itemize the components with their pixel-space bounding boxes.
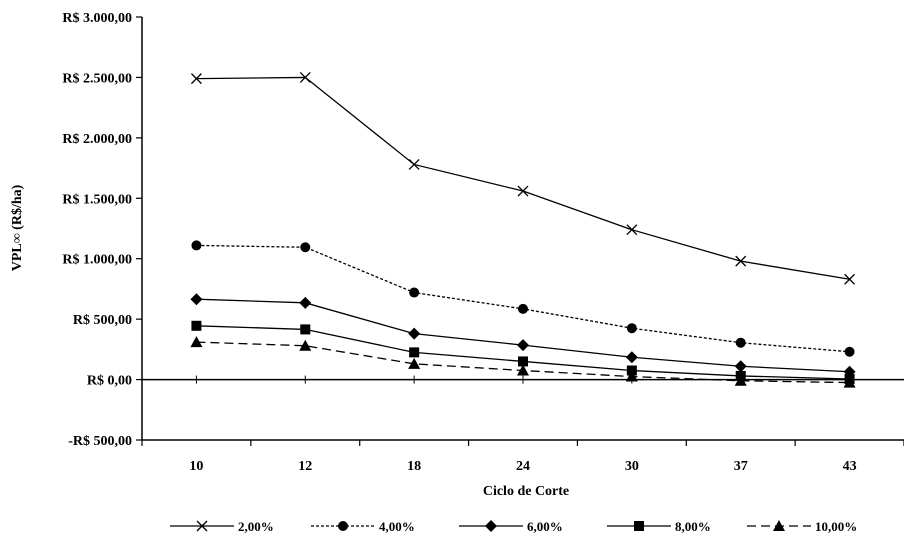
data-point — [408, 357, 421, 369]
data-point — [734, 360, 747, 373]
data-point — [409, 347, 420, 358]
data-point — [735, 337, 746, 348]
y-axis: -R$ 500,00 R$ 0,00 R$ 500,00 R$ 1.000,00 R$ … — [62, 11, 143, 449]
y-tick-label: R$ 500,00 — [73, 313, 132, 328]
y-tick-label: -R$ 500,00 — [68, 434, 132, 449]
data-point — [299, 71, 311, 83]
legend-item: 8,00% — [607, 519, 711, 534]
data-point — [299, 339, 312, 351]
legend-marker — [634, 521, 644, 531]
series-5 — [190, 336, 856, 388]
legend-marker — [196, 520, 208, 532]
data-point — [518, 356, 528, 367]
x-marker-stroke — [190, 73, 202, 85]
data-point — [844, 273, 856, 285]
legend-marker — [338, 521, 348, 531]
legend-item: 6,00% — [459, 519, 563, 534]
x-marker-stroke — [517, 185, 529, 197]
y-tick-label: R$ 2.000,00 — [62, 132, 132, 147]
data-point — [517, 339, 529, 352]
legend-item: 4,00% — [311, 519, 415, 534]
series-layer — [190, 71, 856, 388]
legend-label: 8,00% — [675, 519, 711, 534]
x-tick-label: 18 — [407, 459, 421, 474]
data-point — [735, 255, 747, 267]
data-point — [517, 185, 529, 197]
x-tick-label: 30 — [625, 459, 639, 474]
legend-label: 4,00% — [379, 519, 415, 534]
data-point — [190, 293, 203, 306]
series-3 — [190, 293, 856, 378]
data-point — [409, 287, 420, 298]
data-point — [626, 323, 637, 334]
x-tick-label: 24 — [516, 459, 530, 474]
data-point — [191, 320, 202, 331]
data-point — [191, 240, 202, 251]
data-point — [408, 158, 420, 170]
data-point — [190, 73, 202, 85]
data-point — [843, 376, 856, 388]
y-tick-label: R$ 1.500,00 — [62, 192, 132, 207]
x-marker-stroke — [626, 224, 638, 236]
data-point — [625, 370, 638, 382]
data-point — [300, 242, 311, 253]
x-tick-label: 37 — [734, 459, 748, 474]
x-tick-label: 10 — [189, 459, 203, 474]
data-point — [626, 224, 638, 236]
y-tick-label: R$ 1.000,00 — [62, 253, 132, 268]
series-1 — [190, 71, 856, 285]
legend-item: 10,00% — [747, 519, 857, 534]
x-marker-stroke — [844, 273, 856, 285]
legend-marker — [485, 520, 497, 532]
legend: 2,00% 4,00% 6,00% 8,00% 10,00% — [170, 519, 857, 534]
x-tick-label: 43 — [843, 459, 857, 474]
data-point — [408, 327, 421, 340]
y-tick-label: R$ 2.500,00 — [62, 71, 132, 86]
legend-label: 2,00% — [238, 519, 274, 534]
legend-item: 2,00% — [170, 519, 274, 534]
data-point — [299, 296, 312, 309]
x-marker-stroke — [299, 71, 311, 83]
legend-marker — [773, 520, 785, 531]
data-point — [626, 365, 637, 376]
series-line — [196, 244, 850, 353]
x-axis-title: Ciclo de Corte — [483, 484, 569, 499]
legend-label: 6,00% — [527, 519, 563, 534]
data-point — [300, 324, 311, 335]
series-line — [196, 76, 850, 280]
y-tick-label: R$ 0,00 — [87, 374, 132, 389]
data-point — [190, 336, 203, 348]
data-point — [625, 351, 638, 364]
y-tick-label: R$ 3.000,00 — [62, 11, 132, 26]
x-axis: 10 12 18 24 30 37 43 — [141, 375, 904, 474]
data-point — [517, 364, 529, 376]
x-marker-stroke — [408, 158, 420, 170]
y-axis-title: VPL∞ (R$/ha) — [10, 184, 25, 271]
x-marker-stroke — [735, 255, 747, 267]
legend-label: 10,00% — [815, 519, 857, 534]
x-tick-label: 12 — [298, 459, 312, 474]
series-2 — [191, 240, 855, 357]
x-marker-stroke — [196, 520, 208, 532]
data-point — [518, 303, 528, 314]
data-point — [844, 346, 855, 357]
data-point — [734, 374, 747, 386]
